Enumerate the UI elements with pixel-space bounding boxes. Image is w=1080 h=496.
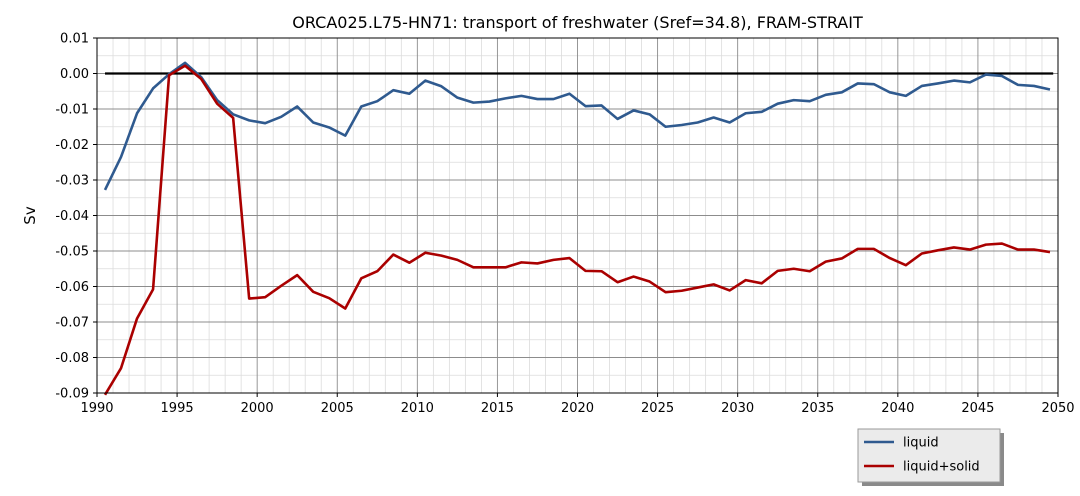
x-tick-label: 2015	[481, 401, 514, 416]
y-tick-label: -0.05	[55, 245, 89, 260]
y-tick-label: -0.08	[55, 351, 89, 366]
series-line-liquid-solid	[103, 64, 1051, 396]
legend-box	[857, 428, 1001, 483]
x-tick-label: 2045	[961, 401, 994, 416]
ticks-group: 1990 1995 2000 2005 2010 2015 2020 2025 2030 2035…	[55, 32, 1074, 417]
x-tick-label: 2000	[241, 401, 274, 416]
x-tick-label: 2025	[641, 401, 674, 416]
legend-label: liquid	[903, 436, 939, 451]
x-tick-label: 2005	[321, 401, 354, 416]
y-tick-label: 0.00	[60, 67, 89, 82]
y-tick-label: -0.04	[55, 209, 89, 224]
y-tick-label: -0.03	[55, 174, 89, 189]
series-group	[103, 61, 1051, 396]
x-tick-label: 2050	[1041, 401, 1074, 416]
series-line-liquid	[103, 61, 1051, 191]
x-tick-label: 1990	[80, 401, 113, 416]
y-tick-label: 0.01	[60, 32, 89, 47]
x-tick-label: 2010	[401, 401, 434, 416]
y-tick-label: -0.06	[55, 280, 89, 295]
y-axis-label: Sv	[21, 206, 39, 225]
y-tick-label: -0.01	[55, 103, 89, 118]
legend: liquid liquid+solid	[857, 428, 1004, 486]
y-tick-label: -0.09	[55, 387, 89, 402]
y-tick-label: -0.02	[55, 138, 89, 153]
x-tick-label: 2030	[721, 401, 754, 416]
x-tick-label: 2035	[801, 401, 834, 416]
y-tick-label: -0.07	[55, 316, 89, 331]
x-tick-label: 2040	[881, 401, 914, 416]
x-tick-label: 2020	[561, 401, 594, 416]
legend-label: liquid+solid	[903, 460, 980, 475]
x-tick-label: 1995	[161, 401, 194, 416]
chart-title: ORCA025.L75-HN71: transport of freshwate…	[292, 13, 863, 32]
